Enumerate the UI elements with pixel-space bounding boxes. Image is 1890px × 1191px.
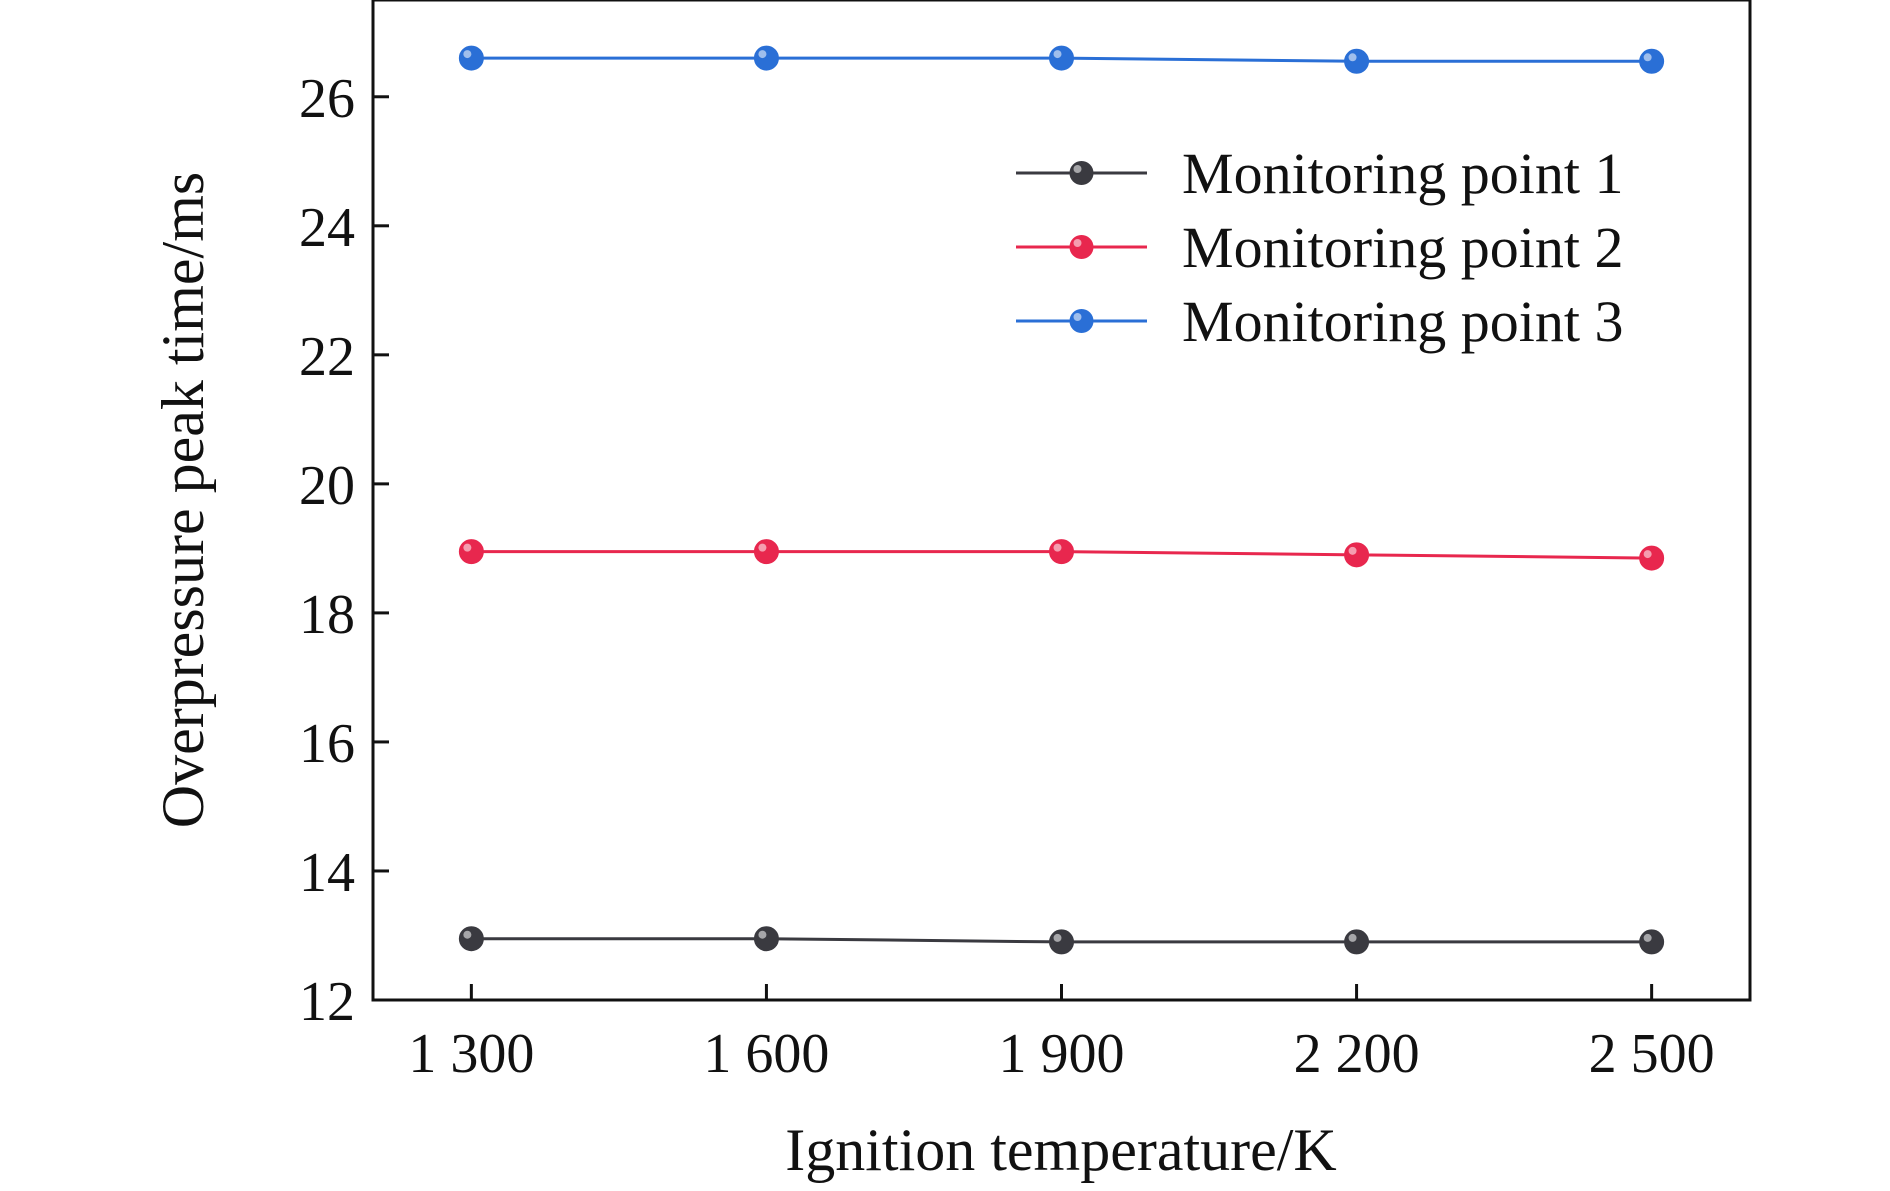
- data-point: [1049, 929, 1074, 955]
- y-tick-label: 24: [299, 197, 355, 259]
- legend-marker-2: [1069, 235, 1094, 259]
- data-point-highlight: [1643, 550, 1652, 559]
- x-axis: 1 300 1 600 1 900 2 200 2 500: [408, 984, 1715, 1085]
- data-point-highlight: [1053, 543, 1062, 552]
- legend-label-1: Monitoring point 1: [1182, 141, 1623, 206]
- data-point-highlight: [1348, 53, 1357, 62]
- data-point: [458, 926, 484, 952]
- data-point: [1344, 929, 1370, 955]
- data-point-highlight: [758, 930, 767, 939]
- legend-marker-highlight: [1073, 313, 1082, 321]
- y-tick-label: 26: [299, 68, 355, 130]
- data-point-highlight: [1643, 53, 1652, 62]
- x-tick-label: 1 300: [408, 1023, 534, 1085]
- y-axis-title: Overpressure peak time/ms: [150, 172, 216, 828]
- y-tick-label: 20: [299, 455, 355, 517]
- data-point-highlight: [758, 543, 767, 552]
- y-tick-label: 18: [299, 584, 355, 646]
- y-tick-label: 14: [299, 842, 355, 904]
- y-tick-label: 12: [299, 971, 355, 1033]
- x-tick-label: 2 200: [1294, 1023, 1420, 1085]
- data-point: [1639, 545, 1665, 571]
- data-point-highlight: [1348, 933, 1357, 942]
- y-tick-label: 16: [299, 713, 355, 775]
- x-axis-title: Ignition temperature/K: [785, 1117, 1336, 1183]
- data-point-highlight: [1348, 546, 1357, 555]
- x-tick-label: 1 600: [703, 1023, 829, 1085]
- x-tick-label: 1 900: [999, 1023, 1125, 1085]
- data-point: [1639, 929, 1665, 955]
- x-tick-label: 2 500: [1589, 1023, 1715, 1085]
- data-point-highlight: [1643, 933, 1652, 942]
- data-point-highlight: [1053, 50, 1062, 59]
- y-tick-label: 22: [299, 326, 355, 388]
- data-point: [1344, 542, 1370, 568]
- data-point: [753, 45, 779, 71]
- data-point: [458, 539, 484, 565]
- data-point: [1639, 48, 1665, 74]
- data-point-highlight: [1053, 933, 1062, 942]
- legend-label-3: Monitoring point 3: [1182, 289, 1623, 354]
- legend: Monitoring point 1 Monitoring point 2 Moni…: [1016, 141, 1623, 354]
- data-point-highlight: [463, 50, 472, 59]
- series-layer: [458, 45, 1665, 955]
- data-point-highlight: [463, 543, 472, 552]
- data-point: [1049, 45, 1074, 71]
- legend-marker-1: [1069, 161, 1094, 185]
- legend-label-2: Monitoring point 2: [1182, 215, 1623, 280]
- data-point: [1049, 539, 1074, 565]
- legend-marker-highlight: [1073, 165, 1082, 173]
- legend-marker-3: [1069, 309, 1094, 333]
- legend-marker-highlight: [1073, 239, 1082, 247]
- data-point-highlight: [758, 50, 767, 59]
- data-point: [458, 45, 484, 71]
- data-point-highlight: [463, 930, 472, 939]
- data-point: [753, 926, 779, 952]
- data-point: [753, 539, 779, 565]
- y-axis: 12 14 16 18 20 22 24 26: [299, 68, 389, 1033]
- data-point: [1344, 48, 1370, 74]
